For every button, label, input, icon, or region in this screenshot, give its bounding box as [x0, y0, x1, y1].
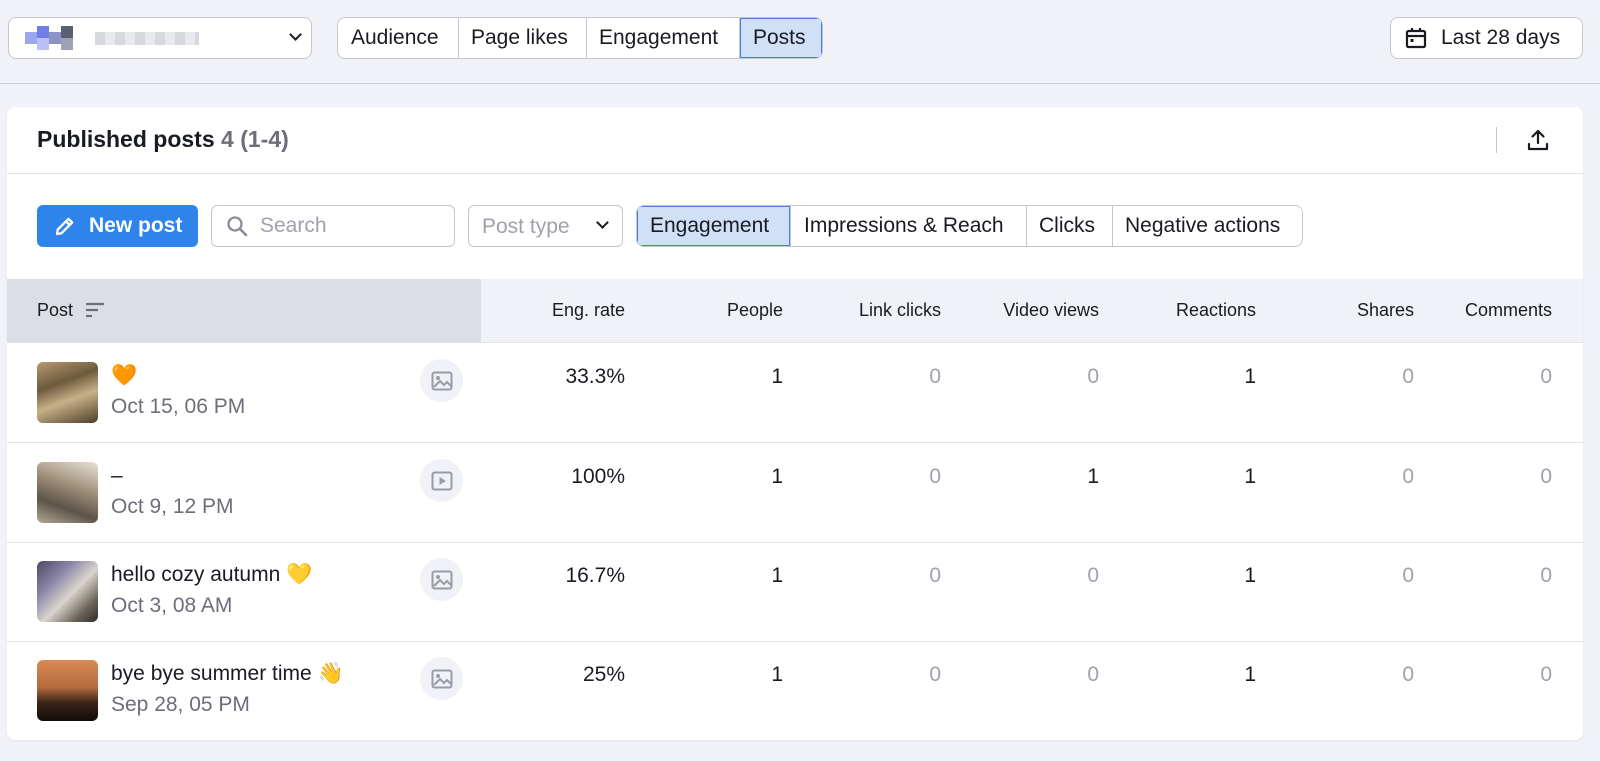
- metric-tabs: Engagement Impressions & Reach Clicks Ne…: [636, 205, 1303, 247]
- search-icon: [227, 216, 248, 237]
- calendar-icon: [1405, 28, 1427, 49]
- sort-icon[interactable]: [85, 302, 105, 318]
- report-tabs: Audience Page likes Engagement Posts: [337, 17, 823, 59]
- post-date: Oct 3, 08 AM: [111, 594, 233, 617]
- table-row[interactable]: bye bye summer time 👋 Sep 28, 05 PM 25% …: [7, 642, 1583, 740]
- col-people[interactable]: People: [726, 300, 783, 320]
- tab-audience[interactable]: Audience: [338, 18, 459, 58]
- reactions-value: 1: [1244, 663, 1256, 686]
- post-text: bye bye summer time 👋: [111, 662, 344, 685]
- export-icon[interactable]: [1526, 128, 1550, 157]
- video-views-value: 0: [1087, 564, 1099, 587]
- col-reactions[interactable]: Reactions: [1175, 300, 1256, 320]
- table-header: Post Eng. rate People Link clicks Video …: [7, 279, 1583, 343]
- link-clicks-value: 0: [929, 564, 941, 587]
- comments-value: 0: [1540, 465, 1552, 488]
- col-eng-rate[interactable]: Eng. rate: [551, 300, 625, 320]
- reactions-value: 1: [1244, 564, 1256, 587]
- post-thumbnail: [37, 362, 98, 423]
- image-icon: [420, 558, 463, 601]
- tab-negative-actions[interactable]: Negative actions: [1125, 214, 1281, 237]
- link-clicks-value: 0: [929, 365, 941, 388]
- col-post[interactable]: Post: [37, 300, 74, 320]
- chevron-down-icon: [596, 216, 609, 229]
- account-selector[interactable]: [8, 17, 312, 59]
- card-header: Published posts 4 (1-4): [7, 107, 1583, 174]
- post-thumbnail: [37, 660, 98, 721]
- people-value: 1: [771, 365, 783, 388]
- post-thumbnail: [37, 561, 98, 622]
- eng-rate-value: 25%: [582, 663, 625, 686]
- post-text: 🧡: [111, 364, 138, 387]
- col-comments[interactable]: Comments: [1464, 300, 1552, 320]
- eng-rate-value: 100%: [571, 465, 625, 488]
- post-date: Oct 15, 06 PM: [111, 395, 246, 418]
- comments-value: 0: [1540, 365, 1552, 388]
- people-value: 1: [771, 663, 783, 686]
- shares-value: 0: [1402, 465, 1414, 488]
- account-name-redacted: [95, 32, 199, 45]
- chevron-down-icon: [289, 28, 302, 41]
- col-video-views[interactable]: Video views: [1003, 300, 1099, 320]
- comments-value: 0: [1540, 663, 1552, 686]
- post-count: 4 (1-4): [221, 126, 289, 152]
- reactions-value: 1: [1244, 365, 1256, 388]
- table-row[interactable]: hello cozy autumn 💛 Oct 3, 08 AM 16.7% 1…: [7, 543, 1583, 642]
- video-icon: [420, 459, 463, 502]
- tab-page-likes[interactable]: Page likes: [459, 18, 587, 58]
- people-value: 1: [771, 564, 783, 587]
- new-post-button[interactable]: New post: [37, 205, 198, 247]
- table-row[interactable]: – Oct 9, 12 PM 100% 1 0 1 1 0 0: [7, 444, 1583, 543]
- date-range-button[interactable]: Last 28 days: [1390, 17, 1583, 59]
- image-icon: [420, 657, 463, 700]
- tab-clicks[interactable]: Clicks: [1027, 206, 1113, 246]
- tab-engagement[interactable]: Engagement: [587, 18, 740, 58]
- eng-rate-value: 33.3%: [565, 365, 625, 388]
- link-clicks-value: 0: [929, 465, 941, 488]
- card-title-text: Published posts: [37, 126, 215, 152]
- col-shares[interactable]: Shares: [1356, 300, 1414, 320]
- shares-value: 0: [1402, 564, 1414, 587]
- post-text: hello cozy autumn 💛: [111, 563, 313, 586]
- post-thumbnail: [37, 462, 98, 523]
- post-date: Oct 9, 12 PM: [111, 495, 234, 518]
- account-avatar: [25, 32, 37, 44]
- image-icon: [420, 359, 463, 402]
- tab-posts[interactable]: Posts: [740, 18, 822, 58]
- post-type-select[interactable]: Post type: [468, 205, 623, 247]
- post-date: Sep 28, 05 PM: [111, 693, 250, 716]
- reactions-value: 1: [1244, 465, 1256, 488]
- video-views-value: 1: [1087, 465, 1099, 488]
- top-bar: Audience Page likes Engagement Posts Las…: [0, 0, 1600, 84]
- pencil-icon: [55, 217, 74, 236]
- comments-value: 0: [1540, 564, 1552, 587]
- search-field[interactable]: [211, 205, 455, 247]
- header-divider: [1496, 127, 1497, 153]
- people-value: 1: [771, 465, 783, 488]
- video-views-value: 0: [1087, 365, 1099, 388]
- date-range-label: Last 28 days: [1441, 26, 1561, 49]
- tab-impressions-reach[interactable]: Impressions & Reach: [791, 206, 1027, 246]
- card-title: Published posts 4 (1-4): [37, 126, 289, 153]
- table-row[interactable]: 🧡 Oct 15, 06 PM 33.3% 1 0 0 1 0 0: [7, 344, 1583, 443]
- post-type-placeholder: Post type: [482, 215, 570, 238]
- eng-rate-value: 16.7%: [565, 564, 625, 587]
- new-post-label: New post: [89, 214, 183, 237]
- col-link-clicks[interactable]: Link clicks: [858, 300, 941, 320]
- link-clicks-value: 0: [929, 663, 941, 686]
- shares-value: 0: [1402, 365, 1414, 388]
- video-views-value: 0: [1087, 663, 1099, 686]
- search-input[interactable]: [260, 214, 430, 238]
- shares-value: 0: [1402, 663, 1414, 686]
- post-text: –: [111, 464, 123, 487]
- published-posts-card: Published posts 4 (1-4) New post Post ty…: [7, 107, 1583, 740]
- tab-engagement-metrics[interactable]: Engagement: [637, 206, 791, 246]
